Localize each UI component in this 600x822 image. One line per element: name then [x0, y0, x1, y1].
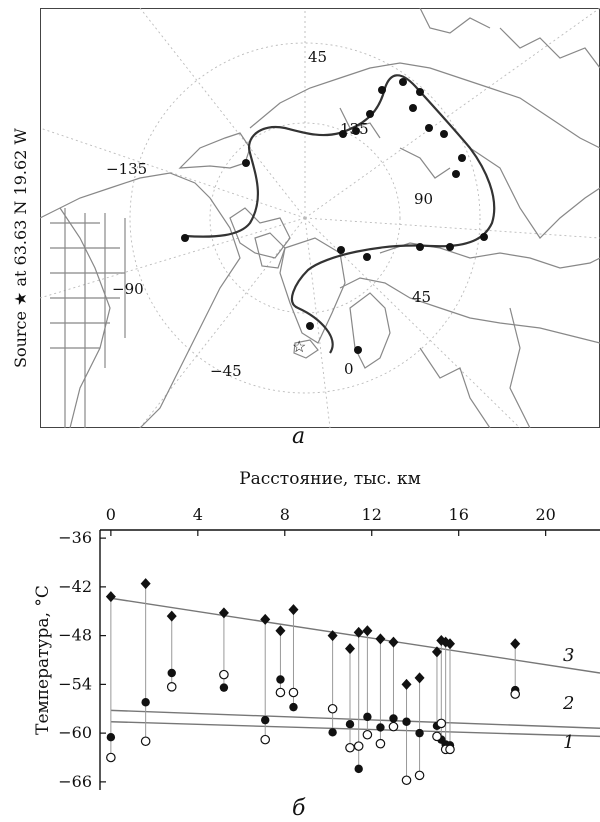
- diamond-point: [288, 604, 299, 616]
- filled-circle-point: [289, 702, 298, 712]
- source-label: Source ★ at 63.63 N 19.62 W: [11, 128, 30, 368]
- diamond-point: [431, 646, 442, 658]
- panel-letter-a: а: [292, 424, 306, 449]
- x-tick-label: 8: [280, 505, 290, 524]
- lon-label-minus-45: −45: [210, 362, 242, 380]
- y-tick-label: −36: [58, 528, 92, 547]
- filled-circle-point: [261, 715, 270, 725]
- filled-circle-point: [402, 717, 411, 726]
- filled-circle-point: [363, 712, 372, 722]
- diamond-point: [362, 625, 373, 637]
- lon-label-minus-90: −90: [112, 280, 144, 298]
- diamond-point: [140, 578, 151, 590]
- open-circle-point: [275, 687, 286, 698]
- open-circle-point: [219, 669, 229, 680]
- open-circle-point: [260, 734, 271, 745]
- trend-line-1: [110, 721, 600, 738]
- trajectory-stations: [181, 78, 488, 354]
- open-circle-point: [375, 738, 386, 749]
- filled-circle-point: [376, 723, 385, 732]
- lon-label-45-right: 45: [412, 288, 431, 306]
- diamond-point: [388, 636, 399, 648]
- open-circle-point: [445, 744, 455, 755]
- diamond-point: [401, 678, 412, 690]
- diamond-point: [260, 613, 271, 625]
- open-circle-point: [345, 742, 355, 753]
- filled-circle-point: [345, 719, 355, 729]
- open-circle-point: [353, 741, 364, 751]
- trend-line-2: [110, 709, 600, 729]
- diamond-point: [218, 607, 229, 619]
- open-circle-point: [510, 689, 521, 699]
- map-graticule: [40, 8, 600, 428]
- y-tick-label: −54: [58, 674, 92, 693]
- x-axis-label: Расстояние, тыс. км: [239, 469, 421, 489]
- polar-map: ☆ 45 135 −135 90 −90 45 −45 0: [40, 8, 600, 428]
- diamond-point: [445, 638, 455, 650]
- y-tick-label: −48: [58, 626, 92, 645]
- open-circle-point: [166, 682, 177, 692]
- open-circle-point: [140, 736, 151, 747]
- filled-circle-point: [219, 683, 229, 692]
- diamond-point: [353, 626, 364, 638]
- lon-label-90: 90: [414, 190, 433, 208]
- source-label-wrapper: Source ★ at 63.63 N 19.62 W: [11, 128, 30, 368]
- diamond-point: [327, 630, 338, 642]
- polar-map-panel: ☆ 45 135 −135 90 −90 45 −45 0: [40, 8, 600, 428]
- diamond-point: [345, 643, 355, 655]
- open-circle-point: [432, 731, 442, 742]
- diamond-point: [105, 591, 116, 603]
- open-circle-point: [401, 775, 412, 786]
- trend-line-label: 2: [562, 693, 574, 714]
- filled-circle-point: [354, 764, 363, 774]
- y-tick-label: −66: [58, 772, 92, 791]
- x-tick-label: 16: [449, 505, 469, 524]
- open-circle-point: [362, 729, 373, 740]
- y-tick-label: −60: [58, 723, 92, 742]
- open-circle-point: [388, 721, 399, 732]
- open-circle-point: [436, 718, 447, 729]
- diamond-point: [375, 633, 386, 645]
- open-circle-point: [288, 687, 299, 698]
- lon-label-minus-135: −135: [106, 160, 147, 178]
- x-tick-label: 4: [193, 505, 203, 524]
- open-circle-point: [327, 703, 338, 714]
- y-axis-label: Температура, °C: [33, 585, 53, 735]
- lon-label-135: 135: [340, 120, 369, 138]
- filled-circle-point: [276, 675, 285, 684]
- diamond-point: [275, 625, 286, 637]
- balloon-trajectory: [184, 74, 496, 354]
- temperature-chart: Расстояние, тыс. км0 4 8 12 16 20Температура,…: [33, 469, 600, 791]
- filled-circle-point: [328, 728, 337, 737]
- filled-circle-point: [167, 668, 176, 678]
- x-tick-label: 0: [106, 505, 116, 524]
- trend-line-3: [110, 597, 600, 674]
- lon-label-0: 0: [344, 360, 354, 378]
- filled-circle-point: [415, 728, 424, 738]
- map-frame: [40, 8, 600, 428]
- open-circle-point: [414, 770, 425, 781]
- x-tick-label: 20: [535, 505, 555, 524]
- diamond-point: [414, 672, 425, 684]
- open-circle-point: [106, 752, 116, 763]
- diamond-point: [166, 610, 177, 622]
- trend-line-label: 1: [563, 732, 574, 753]
- x-tick-label: 12: [362, 505, 382, 524]
- filled-circle-point: [141, 698, 150, 707]
- y-tick-label: −42: [58, 577, 92, 596]
- panel-letter-b: б: [292, 796, 306, 821]
- filled-circle-point: [106, 732, 116, 742]
- trend-line-label: 3: [563, 645, 574, 666]
- source-star-icon: ☆: [292, 337, 306, 356]
- map-coastlines: [40, 8, 600, 428]
- diamond-point: [510, 638, 521, 650]
- filled-circle-point: [389, 714, 398, 723]
- lon-label-45-top: 45: [308, 48, 327, 66]
